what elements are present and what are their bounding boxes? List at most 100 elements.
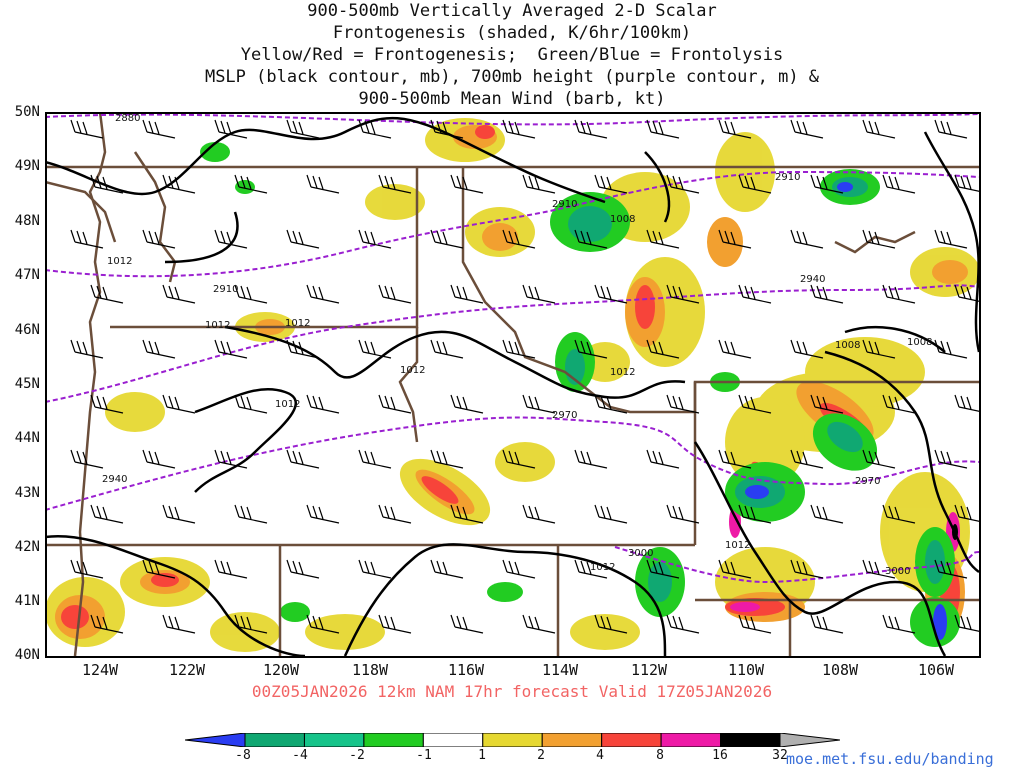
wind-barb	[450, 284, 484, 304]
map-title: 900-500mb Vertically Averaged 2-D Scalar…	[0, 0, 1024, 110]
wind-barb	[790, 339, 824, 359]
wind-barb	[430, 339, 464, 359]
wind-barb	[954, 284, 979, 302]
wind-barb	[358, 449, 392, 469]
wind-barb	[594, 614, 628, 634]
height-label: 2940	[800, 274, 825, 285]
wind-barb	[790, 229, 824, 249]
wind-barb	[666, 284, 700, 304]
lon-label: 108W	[821, 661, 859, 679]
wind-barb	[142, 229, 176, 249]
wind-barb	[738, 614, 772, 634]
wind-barb	[234, 504, 268, 524]
wind-barb	[934, 119, 968, 139]
wind-barb	[810, 614, 844, 634]
wind-barb	[450, 394, 484, 414]
lon-label: 112W	[630, 661, 668, 679]
wind-barb	[234, 394, 268, 414]
mslp-label: 1012	[590, 562, 615, 573]
mslp-contours	[45, 116, 979, 656]
wind-barb	[162, 174, 196, 194]
mslp-label: 1012	[107, 256, 132, 267]
mslp-label: 1008	[610, 214, 635, 225]
wind-barb	[522, 614, 556, 634]
height-label: 2970	[552, 410, 577, 421]
frontogenesis-shading	[45, 118, 979, 652]
wind-barb	[162, 504, 196, 524]
title-line-1: 900-500mb Vertically Averaged 2-D Scalar	[307, 1, 717, 21]
forecast-valid-line: 00Z05JAN2026 12km NAM 17hr forecast Vali…	[251, 682, 773, 701]
wind-barb	[234, 174, 268, 194]
wind-barb	[738, 504, 772, 524]
colorbar-cell	[185, 733, 246, 747]
colorbar-cell	[363, 733, 424, 747]
wind-barb	[378, 284, 412, 304]
colorbar-cell	[601, 733, 662, 747]
wind-barb	[574, 229, 608, 249]
wind-barb	[306, 614, 340, 634]
colorbar-label: 16	[712, 748, 728, 763]
wind-barb	[594, 284, 628, 304]
colorbar-cell	[482, 733, 543, 747]
political-borders	[45, 112, 979, 656]
wind-barb	[358, 119, 392, 139]
title-line-5: 900-500mb Mean Wind (barb, kt)	[358, 89, 666, 109]
lat-label: 48N	[14, 213, 40, 229]
height-label: 3000	[628, 548, 653, 559]
mslp-label: 1012	[725, 540, 750, 551]
wind-barb	[810, 284, 844, 304]
wind-barb	[378, 394, 412, 414]
lon-label: 116W	[447, 661, 485, 679]
wind-barb	[286, 119, 320, 139]
wind-barb	[934, 229, 968, 249]
wind-barb	[522, 504, 556, 524]
wind-barb	[810, 174, 844, 194]
wind-barb	[954, 174, 979, 192]
height-label: 2910	[213, 284, 238, 295]
wind-barb	[862, 339, 896, 359]
wind-barb	[162, 394, 196, 414]
wind-barb	[934, 449, 968, 469]
lat-label: 44N	[14, 430, 40, 446]
wind-barb	[522, 284, 556, 304]
wind-barb	[142, 119, 176, 139]
colorbar-cell	[720, 733, 781, 747]
lon-label: 120W	[262, 661, 300, 679]
wind-barb	[378, 174, 412, 194]
title-line-3: Yellow/Red = Frontogenesis; Green/Blue =…	[240, 45, 784, 65]
wind-barb	[234, 284, 268, 304]
map-canvas: 1012 1012 1012 1012 1012 1012 1012 1012 …	[45, 112, 979, 656]
colorbar-label: -4	[292, 748, 308, 763]
credit-link[interactable]: moe.met.fsu.edu/banding	[786, 750, 994, 768]
wind-barb	[666, 504, 700, 524]
wind-barb	[810, 504, 844, 524]
wind-barb	[646, 119, 680, 139]
lat-label: 46N	[14, 322, 40, 338]
wind-barb	[378, 504, 412, 524]
wind-barb	[70, 449, 104, 469]
colorbar	[185, 733, 840, 747]
wind-barb	[862, 449, 896, 469]
wind-barb	[738, 394, 772, 414]
wind-barb	[666, 614, 700, 634]
wind-barb	[594, 504, 628, 524]
wind-barb	[646, 339, 680, 359]
wind-barb	[430, 559, 464, 579]
colorbar-label: 1	[478, 748, 486, 763]
wind-barb	[70, 229, 104, 249]
wind-barb	[862, 119, 896, 139]
wind-barb	[162, 284, 196, 304]
lon-label: 110W	[727, 661, 765, 679]
lon-label: 124W	[81, 661, 119, 679]
wind-barb	[142, 449, 176, 469]
lon-label: 106W	[917, 661, 955, 679]
lat-label: 42N	[14, 539, 40, 555]
wind-barb	[934, 339, 968, 359]
wind-barb	[430, 119, 464, 139]
wind-barb	[450, 504, 484, 524]
wind-barb	[286, 449, 320, 469]
wind-barb	[450, 614, 484, 634]
map-plot-area: 1012 1012 1012 1012 1012 1012 1012 1012 …	[45, 112, 979, 656]
wind-barb	[574, 339, 608, 359]
wind-barb	[666, 394, 700, 414]
